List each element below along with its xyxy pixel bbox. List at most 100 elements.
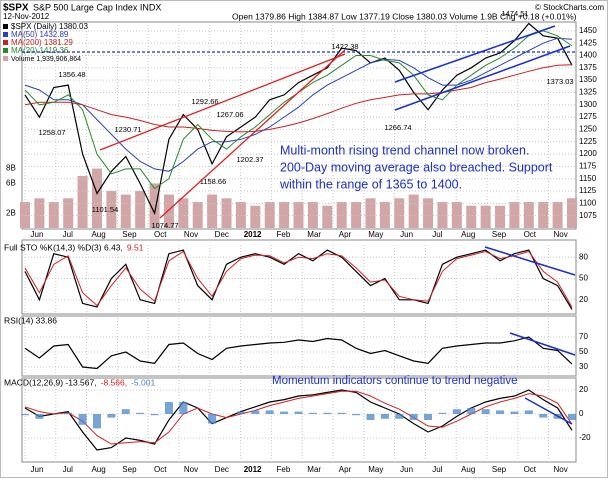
month-label: Aug xyxy=(91,465,105,474)
legend-entry: $SPX (Daily) 1380.03 xyxy=(11,22,88,31)
sto-trend-line xyxy=(484,246,576,276)
histogram-bar xyxy=(251,410,260,414)
month-label: May xyxy=(368,230,383,239)
y-tick-label: 1350 xyxy=(579,75,597,84)
histogram-bar xyxy=(337,412,346,414)
month-label: Feb xyxy=(277,230,291,239)
month-label: Sep xyxy=(122,465,137,474)
month-label: Sep xyxy=(122,230,137,239)
volume-tick-label: 2B xyxy=(6,208,16,217)
volume-bar xyxy=(437,202,448,228)
price-label: 1474.51 xyxy=(501,9,528,18)
legend-swatch xyxy=(3,48,8,53)
month-label: Nov xyxy=(553,230,567,239)
series-line xyxy=(24,389,573,451)
annotation: within the range of 1365 to 1400. xyxy=(279,177,462,191)
histogram-bar xyxy=(164,402,173,414)
indicator-label: -8.566, xyxy=(101,377,127,387)
legend-swatch xyxy=(3,40,8,45)
histogram-bar xyxy=(424,414,433,420)
histogram-bar xyxy=(380,414,389,419)
volume-bar xyxy=(264,202,275,228)
histogram-bar xyxy=(280,411,289,414)
macd-trend-line xyxy=(524,397,573,425)
histogram-bar xyxy=(539,414,548,418)
volume-bar xyxy=(293,202,304,228)
volume-bar xyxy=(451,202,462,228)
y-tick-label: 1375 xyxy=(579,63,597,72)
rsi-trend-line xyxy=(509,332,576,356)
volume-bar xyxy=(423,198,434,228)
y-tick-label: 1250 xyxy=(579,125,597,134)
volume-bar xyxy=(379,202,390,228)
y-tick-label: 1275 xyxy=(579,112,597,121)
volume-bar xyxy=(307,202,318,228)
volume-bar xyxy=(120,194,131,228)
volume-bar xyxy=(149,183,160,228)
histogram-bar xyxy=(64,412,73,414)
y-tick-label: 20 xyxy=(579,295,588,304)
indicator-label: RSI(14) 33.86 xyxy=(4,315,57,325)
indicator-label: MACD(12,26,9) -13.567, xyxy=(4,377,97,387)
series-line xyxy=(24,37,573,172)
histogram-bar xyxy=(568,414,576,421)
histogram-bar xyxy=(107,414,116,418)
y-tick-label: -20 xyxy=(579,433,591,442)
credit: © StockCharts.com xyxy=(535,3,604,12)
histogram-bar xyxy=(78,414,87,425)
histogram-bar xyxy=(409,414,418,420)
histogram-bar xyxy=(366,414,375,420)
price-label: 1101.54 xyxy=(92,205,119,214)
month-label: 2012 xyxy=(244,465,262,474)
volume-bar xyxy=(34,198,45,228)
volume-bar xyxy=(106,190,117,228)
y-tick-label: 30 xyxy=(579,362,588,371)
histogram-bar xyxy=(92,414,101,429)
y-tick-label: 50 xyxy=(579,274,588,283)
histogram-bar xyxy=(294,411,303,414)
y-tick-label: 1225 xyxy=(579,137,597,146)
series-line xyxy=(24,64,573,133)
volume-bar xyxy=(351,202,362,228)
histogram-bar xyxy=(395,414,404,419)
series-line xyxy=(24,249,573,310)
histogram-bar xyxy=(481,409,490,414)
volume-bar xyxy=(207,194,218,228)
month-label: Aug xyxy=(91,230,105,239)
volume-bar xyxy=(77,176,88,228)
legend-entry: MA(50) 1432.89 xyxy=(11,30,69,39)
month-label: Jul xyxy=(63,230,73,239)
price-label: 1267.06 xyxy=(216,110,243,119)
volume-bar xyxy=(523,202,534,228)
volume-bar xyxy=(336,202,347,228)
price-label: 1292.66 xyxy=(191,97,218,106)
y-tick-label: 1400 xyxy=(579,51,597,60)
histogram-bar xyxy=(208,414,217,424)
y-tick-label: 1200 xyxy=(579,149,597,158)
month-label: Jun xyxy=(31,465,44,474)
channel-line xyxy=(394,45,571,111)
month-label: Jul xyxy=(63,465,73,474)
legend-swatch xyxy=(3,24,8,29)
month-label: Oct xyxy=(524,465,537,474)
histogram-bar xyxy=(121,409,130,414)
volume-tick-label: 6B xyxy=(6,179,16,188)
histogram-bar xyxy=(136,412,145,414)
legend-entry: Volume 1,939,906,864 xyxy=(11,56,81,63)
month-label: Jun xyxy=(31,230,44,239)
volume-bar xyxy=(48,202,59,228)
histogram-bar xyxy=(179,402,188,414)
y-tick-label: 1300 xyxy=(579,100,597,109)
volume-tick-label: 8B xyxy=(6,164,16,173)
y-tick-label: 80 xyxy=(579,252,588,261)
month-label: Jun xyxy=(400,465,413,474)
volume-bar xyxy=(221,198,232,228)
volume-bar xyxy=(394,198,405,228)
volume-bar xyxy=(365,198,376,228)
volume-bar xyxy=(63,198,74,228)
y-tick-label: 50 xyxy=(579,347,588,356)
histogram-bar xyxy=(21,414,29,416)
indicator-label: 9.51 xyxy=(127,242,144,252)
volume-bar xyxy=(91,168,102,228)
